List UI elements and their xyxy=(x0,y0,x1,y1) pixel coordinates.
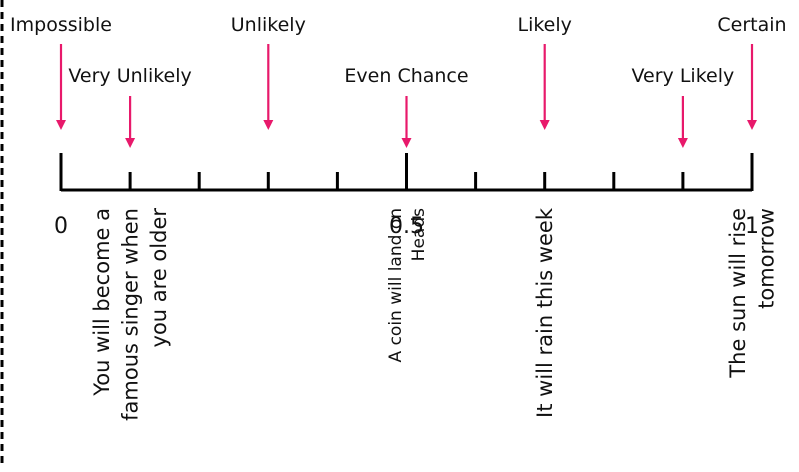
event-2-line-2: Heads xyxy=(409,208,429,261)
certain-label: Certain xyxy=(717,14,786,36)
certain-arrow xyxy=(747,44,757,130)
event-4-line-2: tomorrow xyxy=(755,208,779,309)
event-1-line-2: famous singer when xyxy=(118,208,142,421)
very-unlikely-label: Very Unlikely xyxy=(68,65,191,87)
event-3: It will rain this week xyxy=(533,207,557,418)
axis-number-labels: 0 0.5 1 xyxy=(54,214,759,239)
event-1-line-3: you are older xyxy=(147,208,171,348)
axis-number-0-5: 0.5 xyxy=(389,214,424,239)
unlikely-arrow xyxy=(263,44,274,130)
probability-axis xyxy=(59,153,754,192)
label-arrows xyxy=(56,44,757,148)
event-labels: You will become a famous singer when you a… xyxy=(90,207,778,421)
very-unlikely-arrow xyxy=(125,96,136,148)
axis-number-1: 1 xyxy=(745,214,759,239)
axis-number-0: 0 xyxy=(54,214,68,239)
likely-label: Likely xyxy=(517,14,571,36)
event-1: You will become a famous singer when you a… xyxy=(90,208,171,421)
very-likely-label: Very Likely xyxy=(632,65,735,87)
event-4: The sun will rise tomorrow xyxy=(726,208,778,379)
likelihood-labels: Impossible Very Unlikely Unlikely Even Chan… xyxy=(10,14,787,87)
impossible-arrow xyxy=(56,44,66,130)
impossible-label: Impossible xyxy=(10,14,112,36)
event-2-line-1: A coin will land on xyxy=(386,208,406,362)
unlikely-label: Unlikely xyxy=(231,14,306,36)
event-1-line-1: You will become a xyxy=(90,208,114,397)
event-2: A coin will land on Heads xyxy=(386,208,429,363)
even-chance-label: Even Chance xyxy=(344,65,468,87)
even-chance-arrow xyxy=(401,96,412,148)
very-likely-arrow xyxy=(677,96,688,148)
event-3-line-1: It will rain this week xyxy=(533,207,557,418)
event-4-line-1: The sun will rise xyxy=(726,208,750,379)
likely-arrow xyxy=(539,44,550,130)
